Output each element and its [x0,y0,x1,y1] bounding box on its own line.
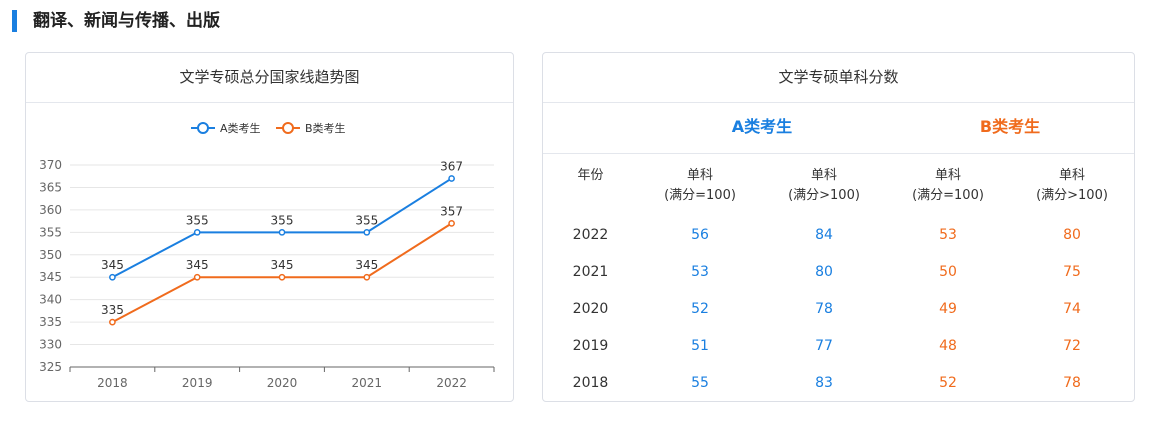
y-tick-label: 350 [39,248,62,262]
y-tick-label: 340 [39,293,62,307]
chart-card-title: 文学专硕总分国家线趋势图 [26,53,513,103]
a-single-100-cell: 53 [691,263,709,280]
data-label: 335 [101,303,124,317]
chart-card: 文学专硕总分国家线趋势图 325 330 335 340 345 350 355 360 365… [25,52,514,402]
y-tick-label: 345 [39,270,62,284]
section-title: 翻译、新闻与传播、出版 [12,10,220,32]
table-header-row: 年份 单科 (满分=100) 单科 (满分>100) 单科 (满分=100) 单科 (满… [543,154,1134,216]
table-row: 2020 52 78 49 74 [543,290,1134,327]
year-cell: 2021 [572,263,609,280]
legend-marker [282,122,294,134]
data-point [448,175,455,182]
score-table: 年份 单科 (满分=100) 单科 (满分>100) 单科 (满分=100) 单科 (满… [543,154,1134,401]
legend-label: B类考生 [305,121,346,135]
a-single-over-100-cell: 80 [815,263,833,280]
data-label: 355 [271,213,294,227]
b-single-over-100-cell: 78 [1063,374,1081,391]
a-single-over-100-cell: 84 [815,226,833,243]
a-single-100-cell: 51 [691,337,709,354]
data-point [193,228,201,236]
a-single-100-cell: 56 [691,226,709,243]
b-single-100-cell: 49 [939,300,957,317]
data-label: 357 [440,204,463,218]
header-b-single-over-100: 单科 (满分>100) [1036,168,1108,203]
data-point [278,228,286,236]
table-row: 2019 51 77 48 72 [543,327,1134,364]
y-tick-label: 330 [39,338,62,352]
year-cell: 2022 [572,226,609,243]
header-year: 年份 [577,168,604,183]
y-tick-label: 325 [39,360,62,374]
y-tick-label: 355 [39,225,62,239]
header-b-single-100: 单科 (满分=100) [912,168,984,203]
data-point [448,220,455,227]
table-row: 2018 55 83 52 78 [543,364,1134,401]
data-label: 345 [186,258,209,272]
year-cell: 2020 [572,300,609,317]
x-tick-label: 2020 [267,376,298,390]
b-single-over-100-cell: 72 [1063,337,1081,354]
line-chart: 325 330 335 340 345 350 355 360 365 370 2018 2019 20… [39,121,495,390]
data-label: 345 [355,258,378,272]
table-row: 2022 56 84 53 80 [543,216,1134,253]
b-single-over-100-cell: 80 [1063,226,1081,243]
data-label: 355 [355,213,378,227]
data-point [278,273,286,281]
data-label: 345 [101,258,124,272]
data-point [109,273,116,281]
b-single-100-cell: 52 [939,374,957,391]
y-tick-label: 370 [39,158,62,172]
group-header-row: A类考生 B类考生 [543,103,1134,154]
b-single-100-cell: 53 [939,226,957,243]
group-b-label: B类考生 [979,117,1041,136]
a-single-over-100-cell: 78 [815,300,833,317]
data-label: 355 [186,213,209,227]
year-cell: 2018 [572,374,609,391]
year-cell: 2019 [572,337,609,354]
y-tick-label: 365 [39,180,62,194]
b-single-over-100-cell: 74 [1063,300,1081,317]
b-single-100-cell: 50 [939,263,957,280]
header-a-single-over-100: 单科 (满分>100) [788,168,860,203]
data-label: 345 [271,258,294,272]
data-point [109,318,116,326]
header-a-single-100: 单科 (满分=100) [664,168,736,203]
a-single-over-100-cell: 77 [815,337,833,354]
group-a-label: A类考生 [731,117,793,136]
data-label: 367 [440,159,463,173]
score-table-card: 文学专硕单科分数 A类考生 B类考生 年份 单科 (满分=100) 单科 (满分>1… [542,52,1135,402]
x-tick-label: 2022 [436,376,467,390]
x-tick-label: 2019 [182,376,213,390]
b-single-100-cell: 48 [939,337,957,354]
b-single-over-100-cell: 75 [1063,263,1081,280]
data-point [193,273,201,281]
a-single-100-cell: 55 [691,374,709,391]
data-point [363,273,371,281]
y-tick-label: 335 [39,315,62,329]
x-tick-label: 2021 [352,376,383,390]
x-tick-label: 2018 [97,376,128,390]
score-table-title: 文学专硕单科分数 [543,53,1134,103]
a-single-100-cell: 52 [691,300,709,317]
data-point [363,228,371,236]
a-single-over-100-cell: 83 [815,374,833,391]
legend-marker [197,122,209,134]
legend-label: A类考生 [220,121,261,135]
table-row: 2021 53 80 50 75 [543,253,1134,290]
series-line [111,222,453,323]
y-tick-label: 360 [39,203,62,217]
